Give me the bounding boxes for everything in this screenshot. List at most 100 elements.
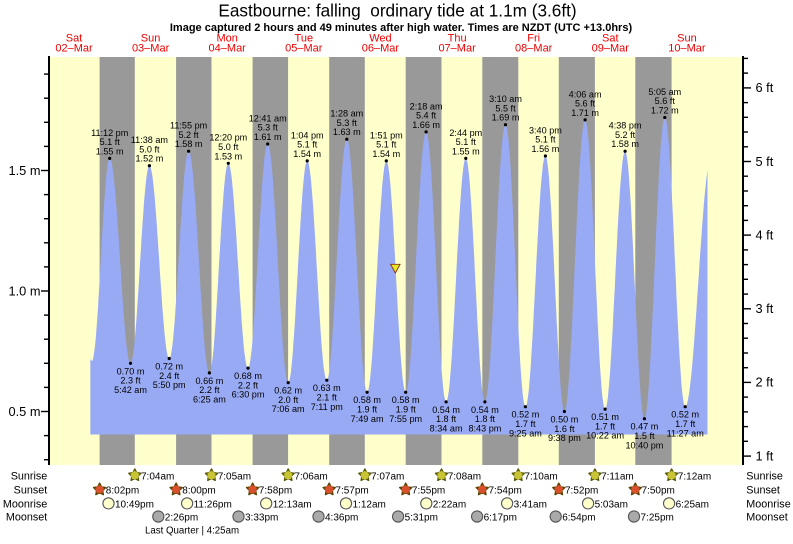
svg-text:4:36pm: 4:36pm (325, 513, 358, 524)
svg-text:Moonrise: Moonrise (3, 498, 47, 510)
svg-text:1.53 m: 1.53 m (214, 151, 242, 161)
svg-text:3 ft: 3 ft (756, 301, 774, 316)
svg-text:5.3 ft: 5.3 ft (258, 123, 279, 133)
svg-text:7:08am: 7:08am (448, 471, 481, 482)
svg-text:9:25 am: 9:25 am (509, 428, 542, 438)
svg-text:5.2 ft: 5.2 ft (615, 130, 636, 140)
svg-text:3:10 am: 3:10 am (489, 94, 522, 104)
svg-text:5.2 ft: 5.2 ft (178, 130, 199, 140)
svg-text:0.58 m: 0.58 m (353, 395, 381, 405)
svg-text:6:25am: 6:25am (676, 499, 709, 510)
svg-text:0.51 m: 0.51 m (591, 412, 619, 422)
svg-text:7:52pm: 7:52pm (565, 486, 598, 497)
svg-text:2 ft: 2 ft (756, 375, 774, 390)
svg-text:1.8 ft: 1.8 ft (436, 414, 457, 424)
svg-text:2:44 pm: 2:44 pm (449, 128, 482, 138)
svg-text:0.52 m: 0.52 m (671, 410, 699, 420)
svg-text:7:58pm: 7:58pm (259, 486, 292, 497)
svg-text:0.5 m: 0.5 m (8, 404, 40, 419)
svg-text:7:54pm: 7:54pm (489, 486, 522, 497)
svg-text:7:55pm: 7:55pm (412, 486, 445, 497)
svg-text:11:38 am: 11:38 am (131, 135, 168, 145)
svg-text:Sat: Sat (602, 32, 619, 44)
svg-text:1.71 m: 1.71 m (571, 108, 599, 118)
svg-text:04–Mar: 04–Mar (209, 43, 247, 55)
svg-text:0.50 m: 0.50 m (550, 415, 578, 425)
svg-text:10:49pm: 10:49pm (115, 499, 154, 510)
svg-text:0.66 m: 0.66 m (195, 376, 223, 386)
svg-text:7:05am: 7:05am (218, 471, 251, 482)
svg-text:1.63 m: 1.63 m (333, 127, 361, 137)
svg-text:7:25pm: 7:25pm (641, 513, 674, 524)
svg-text:0.68 m: 0.68 m (234, 371, 262, 381)
svg-text:1.54 m: 1.54 m (293, 149, 321, 159)
svg-text:5:31pm: 5:31pm (405, 513, 438, 524)
svg-text:6 ft: 6 ft (756, 80, 774, 95)
svg-text:1.5 ft: 1.5 ft (634, 431, 655, 441)
svg-text:4:06 am: 4:06 am (569, 89, 602, 99)
svg-text:1:04 pm: 1:04 pm (291, 130, 324, 140)
svg-text:2:18 am: 2:18 am (410, 101, 443, 111)
svg-text:09–Mar: 09–Mar (592, 43, 630, 55)
svg-text:8:00pm: 8:00pm (182, 486, 215, 497)
svg-text:12:20 pm: 12:20 pm (209, 133, 247, 143)
svg-text:0.62 m: 0.62 m (274, 386, 302, 396)
svg-text:1.7 ft: 1.7 ft (675, 419, 696, 429)
svg-text:Thu: Thu (448, 32, 467, 44)
svg-text:06–Mar: 06–Mar (362, 43, 400, 55)
svg-text:1.7 ft: 1.7 ft (515, 419, 536, 429)
svg-text:1.55 m: 1.55 m (96, 146, 124, 156)
svg-text:3:41am: 3:41am (514, 499, 547, 510)
svg-text:7:11 pm: 7:11 pm (311, 402, 343, 412)
svg-text:Sunrise: Sunrise (746, 470, 783, 482)
svg-text:7:06am: 7:06am (294, 471, 327, 482)
svg-text:6:25 am: 6:25 am (193, 395, 226, 405)
svg-text:1:12am: 1:12am (353, 499, 386, 510)
svg-text:1.58 m: 1.58 m (175, 139, 203, 149)
svg-text:0.54 m: 0.54 m (432, 405, 460, 415)
svg-text:7:57pm: 7:57pm (335, 486, 368, 497)
svg-text:1 ft: 1 ft (756, 448, 774, 463)
svg-text:1.69 m: 1.69 m (492, 113, 520, 123)
svg-text:5.1 ft: 5.1 ft (100, 137, 121, 147)
svg-text:Last Quarter | 4:25am: Last Quarter | 4:25am (145, 526, 239, 537)
svg-text:3:33pm: 3:33pm (245, 513, 278, 524)
svg-text:Moonrise: Moonrise (746, 498, 790, 510)
svg-text:7:06 am: 7:06 am (272, 404, 305, 414)
svg-text:Sunset: Sunset (14, 485, 48, 497)
svg-text:1.9 ft: 1.9 ft (357, 405, 378, 415)
svg-text:Tue: Tue (295, 32, 314, 44)
svg-text:2.4 ft: 2.4 ft (159, 371, 180, 381)
svg-text:12:13am: 12:13am (273, 499, 312, 510)
svg-text:1.66 m: 1.66 m (412, 120, 440, 130)
svg-text:2.2 ft: 2.2 ft (199, 385, 220, 395)
svg-text:7:11am: 7:11am (601, 471, 634, 482)
svg-text:9:38 pm: 9:38 pm (548, 433, 581, 443)
svg-text:Sunset: Sunset (746, 485, 780, 497)
svg-text:3:40 pm: 3:40 pm (529, 125, 562, 135)
svg-text:1.54 m: 1.54 m (372, 149, 400, 159)
svg-text:2.2 ft: 2.2 ft (238, 380, 259, 390)
svg-text:5.6 ft: 5.6 ft (655, 96, 676, 106)
svg-text:0.70 m: 0.70 m (117, 366, 145, 376)
svg-text:Sunrise: Sunrise (11, 470, 48, 482)
svg-text:1:28 am: 1:28 am (330, 109, 363, 119)
svg-text:1.61 m: 1.61 m (254, 132, 282, 142)
svg-text:1.6 ft: 1.6 ft (554, 424, 575, 434)
svg-text:7:04am: 7:04am (141, 471, 174, 482)
svg-text:8:02pm: 8:02pm (106, 486, 139, 497)
svg-text:5.4 ft: 5.4 ft (416, 111, 437, 121)
svg-text:Moonset: Moonset (6, 512, 47, 524)
svg-text:7:07am: 7:07am (371, 471, 404, 482)
svg-text:2.0 ft: 2.0 ft (278, 395, 299, 405)
svg-text:1.8 ft: 1.8 ft (475, 414, 496, 424)
svg-text:0.63 m: 0.63 m (313, 383, 341, 393)
svg-text:5.0 ft: 5.0 ft (218, 142, 239, 152)
svg-text:11:27 am: 11:27 am (667, 428, 704, 438)
svg-text:0.47 m: 0.47 m (630, 422, 658, 432)
svg-text:Fri: Fri (527, 32, 540, 44)
svg-text:7:12am: 7:12am (678, 471, 711, 482)
svg-text:Eastbourne: falling ordinary: Eastbourne: falling ordinary tide at 1.1… (218, 1, 576, 21)
svg-text:5.1 ft: 5.1 ft (376, 140, 397, 150)
svg-text:2.1 ft: 2.1 ft (317, 393, 338, 403)
